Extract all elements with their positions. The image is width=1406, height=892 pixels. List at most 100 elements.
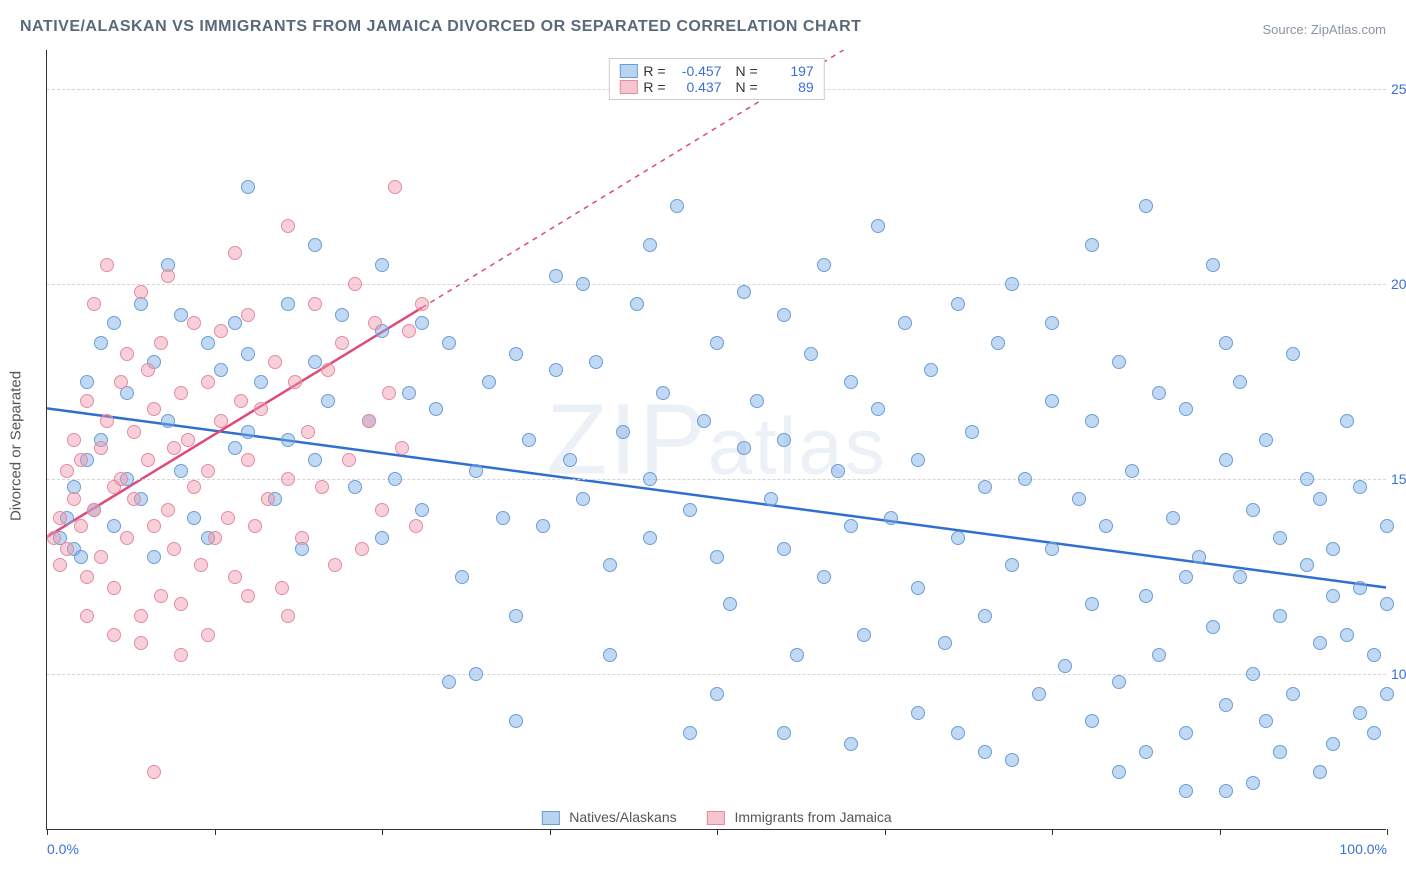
point-jamaica <box>328 558 342 572</box>
point-jamaica <box>228 246 242 260</box>
point-natives <box>670 199 684 213</box>
point-natives <box>1380 519 1394 533</box>
point-jamaica <box>100 414 114 428</box>
point-jamaica <box>415 297 429 311</box>
point-jamaica <box>74 519 88 533</box>
point-natives <box>74 550 88 564</box>
point-natives <box>469 667 483 681</box>
point-natives <box>951 531 965 545</box>
point-jamaica <box>67 433 81 447</box>
point-natives <box>1139 589 1153 603</box>
point-natives <box>1233 375 1247 389</box>
point-natives <box>308 453 322 467</box>
point-natives <box>1045 394 1059 408</box>
point-jamaica <box>234 394 248 408</box>
point-jamaica <box>94 441 108 455</box>
n-value-natives: 197 <box>764 63 814 79</box>
x-tick <box>1220 829 1221 835</box>
point-jamaica <box>395 441 409 455</box>
gridline-h <box>47 284 1386 285</box>
y-tick-label: 25.0% <box>1391 81 1406 97</box>
point-jamaica <box>100 258 114 272</box>
point-jamaica <box>194 558 208 572</box>
point-natives <box>1166 511 1180 525</box>
point-natives <box>804 347 818 361</box>
point-natives <box>777 308 791 322</box>
chart-title: NATIVE/ALASKAN VS IMMIGRANTS FROM JAMAIC… <box>20 18 861 36</box>
point-jamaica <box>87 503 101 517</box>
point-natives <box>187 511 201 525</box>
point-jamaica <box>53 511 67 525</box>
point-jamaica <box>134 285 148 299</box>
point-jamaica <box>80 570 94 584</box>
point-natives <box>1206 258 1220 272</box>
point-jamaica <box>107 628 121 642</box>
point-natives <box>107 519 121 533</box>
point-jamaica <box>167 441 181 455</box>
point-jamaica <box>147 402 161 416</box>
point-jamaica <box>281 219 295 233</box>
point-natives <box>831 464 845 478</box>
point-jamaica <box>375 503 389 517</box>
swatch-pink <box>619 80 637 94</box>
stats-row-jamaica: R = 0.437 N = 89 <box>619 79 813 95</box>
point-natives <box>1206 620 1220 634</box>
point-natives <box>1273 745 1287 759</box>
point-natives <box>281 433 295 447</box>
point-jamaica <box>402 324 416 338</box>
point-jamaica <box>201 375 215 389</box>
point-natives <box>978 609 992 623</box>
point-natives <box>683 503 697 517</box>
point-natives <box>1313 765 1327 779</box>
point-natives <box>1219 784 1233 798</box>
point-natives <box>455 570 469 584</box>
stats-row-natives: R = -0.457 N = 197 <box>619 63 813 79</box>
x-tick <box>215 829 216 835</box>
point-jamaica <box>382 386 396 400</box>
point-jamaica <box>214 414 228 428</box>
point-natives <box>1340 414 1354 428</box>
point-natives <box>241 347 255 361</box>
point-natives <box>1179 784 1193 798</box>
point-jamaica <box>161 269 175 283</box>
x-tick <box>717 829 718 835</box>
point-natives <box>1018 472 1032 486</box>
swatch-blue <box>541 811 559 825</box>
point-natives <box>777 726 791 740</box>
gridline-h <box>47 479 1386 480</box>
point-natives <box>522 433 536 447</box>
point-natives <box>965 425 979 439</box>
point-natives <box>1125 464 1139 478</box>
point-natives <box>710 336 724 350</box>
point-jamaica <box>201 464 215 478</box>
swatch-pink <box>707 811 725 825</box>
point-jamaica <box>174 386 188 400</box>
point-jamaica <box>80 394 94 408</box>
point-natives <box>871 219 885 233</box>
point-jamaica <box>134 609 148 623</box>
point-natives <box>536 519 550 533</box>
point-natives <box>161 414 175 428</box>
y-tick-label: 15.0% <box>1391 471 1406 487</box>
point-jamaica <box>167 542 181 556</box>
point-natives <box>1179 726 1193 740</box>
point-natives <box>1233 570 1247 584</box>
point-natives <box>1286 347 1300 361</box>
point-natives <box>603 648 617 662</box>
point-natives <box>549 269 563 283</box>
point-natives <box>335 308 349 322</box>
point-jamaica <box>348 277 362 291</box>
point-natives <box>442 675 456 689</box>
point-jamaica <box>87 297 101 311</box>
point-natives <box>1085 414 1099 428</box>
point-natives <box>911 581 925 595</box>
point-natives <box>951 726 965 740</box>
point-natives <box>817 258 831 272</box>
point-natives <box>1112 765 1126 779</box>
point-natives <box>241 180 255 194</box>
point-jamaica <box>141 453 155 467</box>
point-jamaica <box>114 472 128 486</box>
point-natives <box>710 550 724 564</box>
point-jamaica <box>134 636 148 650</box>
point-natives <box>764 492 778 506</box>
